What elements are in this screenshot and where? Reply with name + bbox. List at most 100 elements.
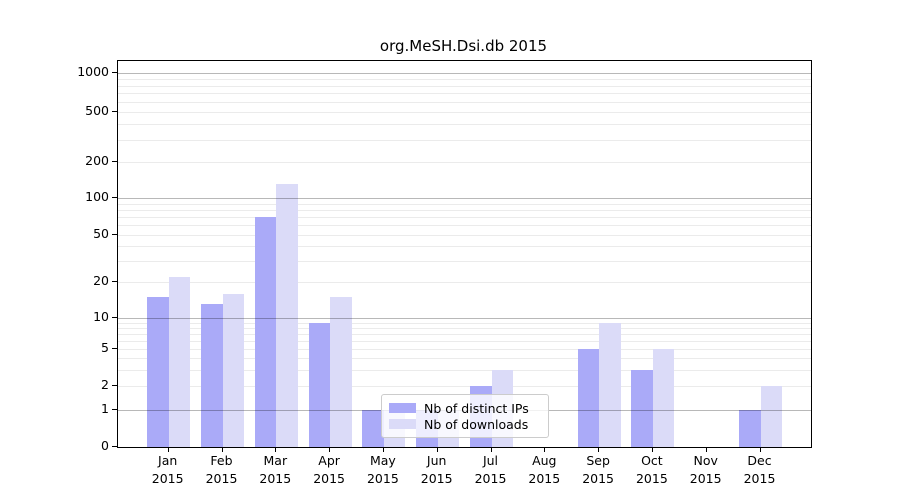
plot-area: Nb of distinct IPs Nb of downloads	[117, 60, 812, 448]
x-tick-label: Jan 2015	[138, 452, 198, 488]
gridline-minor	[118, 124, 811, 126]
x-tick-mark	[329, 447, 331, 452]
gridline-minor	[118, 139, 811, 141]
y-tick-label: 5	[101, 340, 109, 355]
x-tick-mark	[221, 447, 223, 452]
x-tick-month: Jan	[158, 453, 178, 468]
bar-downloads	[599, 322, 621, 447]
x-tick-mark	[167, 447, 169, 452]
bar-distinct-ips	[577, 349, 600, 447]
x-tick-label: Aug 2015	[514, 452, 574, 488]
gridline-minor	[118, 162, 811, 163]
y-tick-mark	[112, 446, 117, 447]
x-tick-label: Dec 2015	[730, 452, 790, 488]
y-tick-mark	[112, 348, 117, 349]
legend-swatch-downloads	[389, 419, 416, 429]
x-tick-mark	[759, 447, 761, 452]
y-tick-mark	[112, 234, 117, 235]
x-tick-month: Feb	[210, 453, 233, 468]
bar-downloads	[168, 277, 191, 447]
bar-downloads	[276, 184, 298, 447]
x-tick-mark	[382, 447, 384, 452]
x-tick-month: Jul	[482, 453, 499, 468]
gridline-minor	[118, 101, 811, 103]
bar-distinct-ips	[631, 369, 653, 447]
x-tick-month: Jun	[426, 453, 447, 468]
y-tick-label: 1	[101, 400, 109, 416]
x-tick-month: May	[369, 453, 396, 468]
x-tick-year: 2015	[635, 471, 668, 486]
y-tick-mark	[112, 281, 117, 282]
x-tick-label: Sep 2015	[568, 452, 628, 488]
x-tick-month: Mar	[263, 453, 288, 468]
bar-downloads	[652, 349, 675, 447]
bar-distinct-ips	[739, 409, 761, 447]
y-tick-label: 500	[85, 103, 109, 118]
chart-title: org.MeSH.Dsi.db 2015	[379, 37, 548, 55]
x-tick-year: 2015	[528, 471, 561, 486]
legend: Nb of distinct IPs Nb of downloads	[381, 394, 549, 438]
y-tick-mark	[112, 408, 117, 410]
gridline-minor	[118, 246, 811, 248]
legend-row-distinct-ips: Nb of distinct IPs	[389, 400, 540, 416]
gridline-minor	[118, 203, 811, 205]
gridline-major	[118, 198, 811, 199]
gridline-minor	[118, 261, 811, 263]
y-tick-mark	[112, 317, 117, 318]
x-tick-month: Dec	[747, 453, 772, 468]
y-tick-mark	[112, 161, 117, 162]
x-tick-year: 2015	[259, 471, 292, 486]
y-tick-mark	[112, 197, 117, 198]
legend-swatch-distinct-ips	[389, 403, 416, 413]
x-tick-mark	[705, 447, 707, 452]
gridline-minor	[118, 85, 811, 87]
x-tick-mark	[490, 447, 492, 452]
x-tick-year: 2015	[313, 471, 345, 486]
gridline-minor	[118, 369, 811, 371]
gridline-major	[118, 318, 811, 319]
gridline-minor	[118, 386, 811, 387]
bar-downloads	[760, 386, 782, 447]
gridline-minor	[118, 282, 811, 283]
x-tick-year: 2015	[151, 471, 184, 486]
bar-distinct-ips	[308, 322, 331, 447]
x-tick-month: Nov	[693, 453, 718, 468]
gridline-minor	[118, 112, 811, 113]
x-tick-mark	[651, 447, 653, 452]
x-tick-year: 2015	[474, 471, 507, 486]
bar-distinct-ips	[147, 296, 169, 447]
x-tick-year: 2015	[582, 471, 614, 486]
bar-distinct-ips	[362, 409, 384, 447]
y-tick-label: 20	[93, 273, 109, 288]
bar-distinct-ips	[201, 304, 223, 447]
x-tick-label: May 2015	[353, 452, 413, 488]
gridline-minor	[118, 235, 811, 236]
gridline-minor	[118, 340, 811, 342]
x-tick-mark	[275, 447, 277, 452]
y-tick-label: 0	[101, 438, 109, 453]
x-tick-mark	[544, 447, 546, 452]
x-tick-year: 2015	[205, 471, 238, 486]
y-tick-label: 50	[93, 226, 109, 241]
x-tick-month: Aug	[532, 453, 557, 468]
y-tick-label: 100	[85, 189, 109, 204]
x-tick-year: 2015	[366, 471, 399, 486]
gridline-minor	[118, 322, 811, 324]
legend-label-distinct-ips: Nb of distinct IPs	[424, 400, 529, 416]
y-tick-mark	[112, 72, 117, 73]
x-tick-mark	[598, 447, 600, 452]
x-tick-year: 2015	[420, 471, 453, 486]
x-tick-label: Jun 2015	[407, 452, 467, 488]
gridline-minor	[118, 225, 811, 227]
y-tick-label: 1000	[77, 64, 109, 79]
x-tick-mark	[436, 447, 438, 452]
bar-downloads	[222, 293, 244, 447]
y-tick-label: 2	[101, 377, 109, 392]
y-tick-label: 200	[85, 153, 109, 168]
gridline-major	[118, 73, 811, 74]
x-tick-month: Sep	[586, 453, 610, 468]
legend-row-downloads: Nb of downloads	[389, 416, 540, 432]
x-tick-year: 2015	[743, 471, 776, 486]
bar-distinct-ips	[254, 217, 277, 447]
